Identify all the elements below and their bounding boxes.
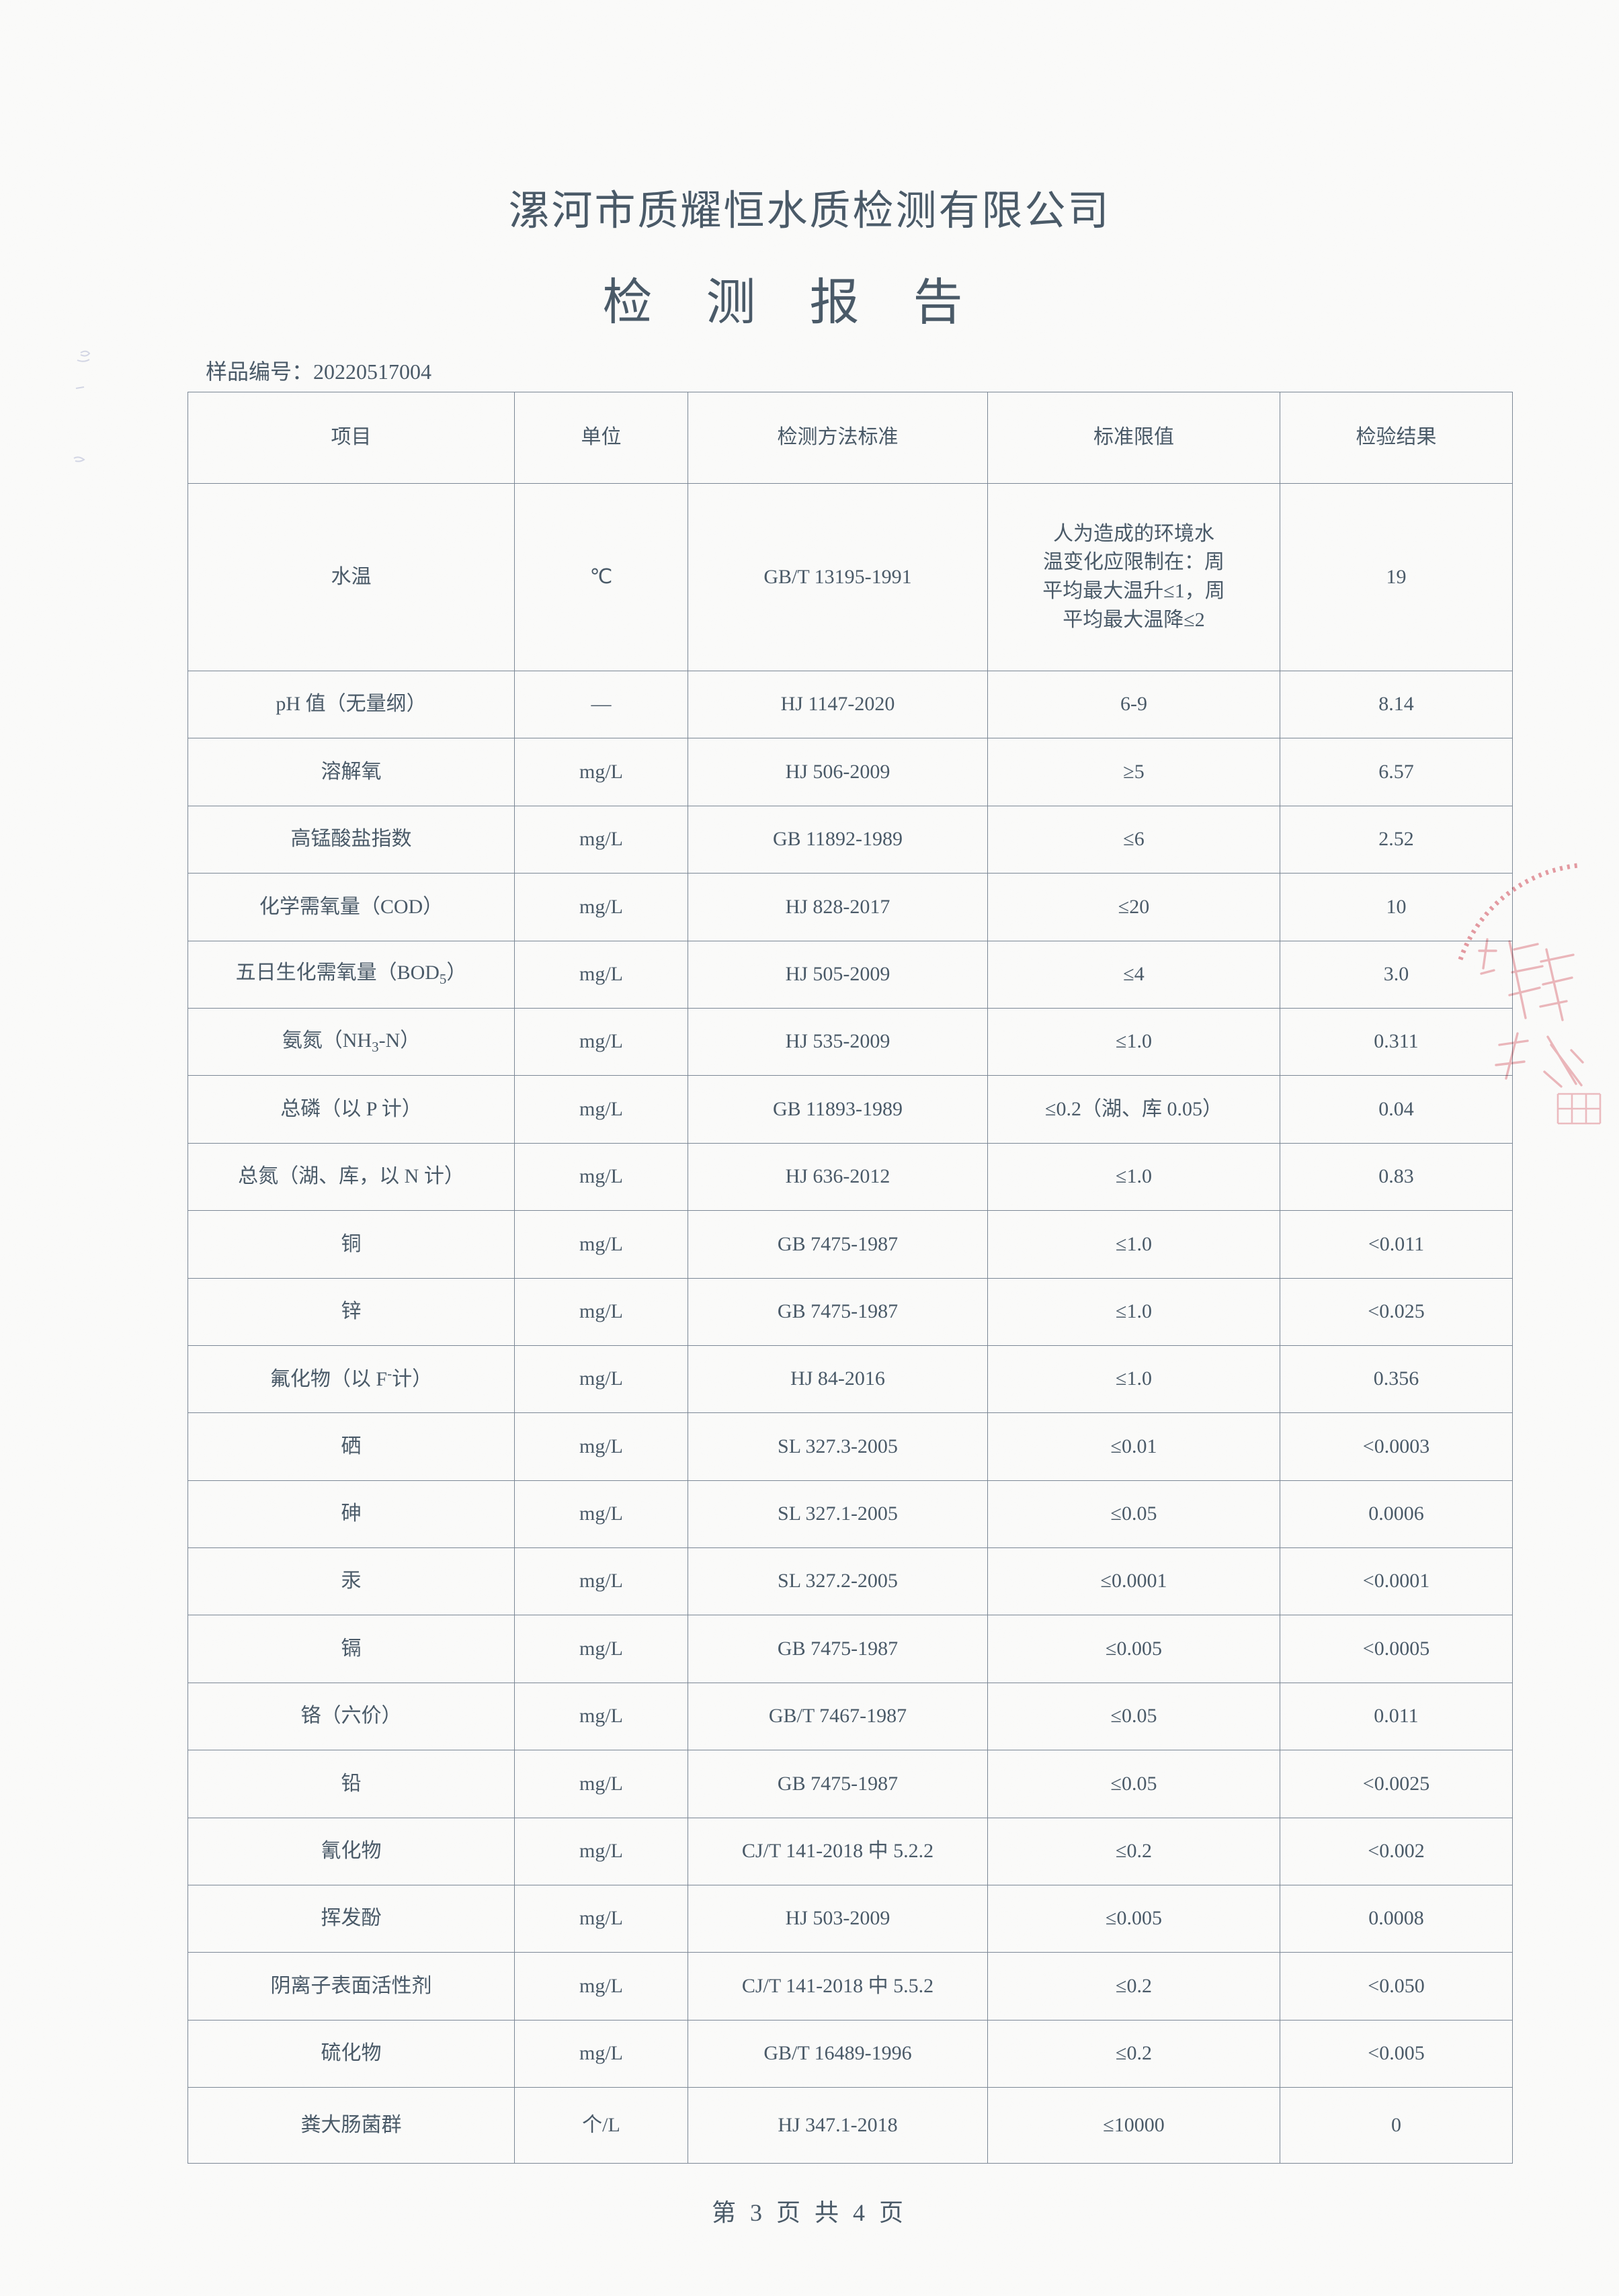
svg-text:2: 2 (1501, 1152, 1512, 1154)
